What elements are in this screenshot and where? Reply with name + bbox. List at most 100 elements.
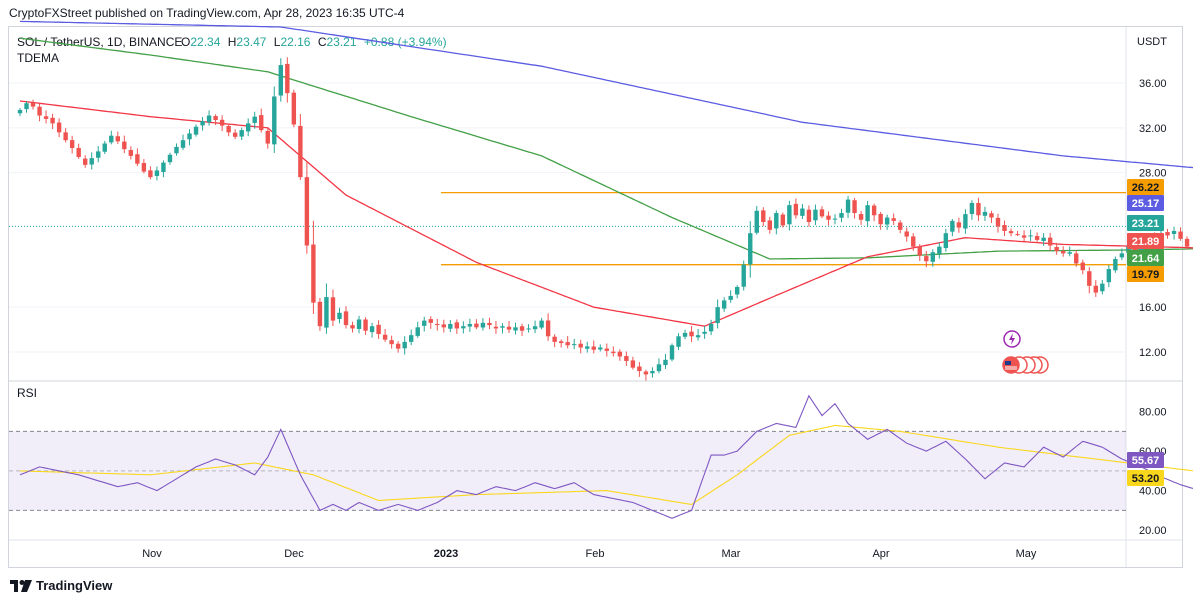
candle-body[interactable]	[1171, 230, 1177, 234]
candle-body[interactable]	[839, 213, 844, 218]
candle-body[interactable]	[787, 205, 792, 225]
candle-body[interactable]	[1113, 258, 1118, 271]
candle-body[interactable]	[330, 297, 336, 321]
candle-body[interactable]	[800, 208, 805, 216]
candle-body[interactable]	[278, 65, 283, 96]
tradingview-footer[interactable]: TradingView	[10, 578, 112, 593]
candle-body[interactable]	[578, 343, 583, 348]
candle-body[interactable]	[806, 209, 812, 222]
candle-body[interactable]	[167, 154, 173, 163]
candle-body[interactable]	[102, 143, 107, 152]
candle-body[interactable]	[304, 177, 310, 246]
candle-body[interactable]	[878, 213, 883, 225]
candle-body[interactable]	[995, 217, 1001, 227]
candle-body[interactable]	[1126, 246, 1131, 253]
ema-50-line[interactable]	[19, 100, 1193, 327]
candle-body[interactable]	[689, 331, 694, 337]
candle-body[interactable]	[832, 218, 838, 220]
candle-body[interactable]	[30, 102, 36, 107]
candle-body[interactable]	[1106, 269, 1112, 283]
candle-body[interactable]	[350, 325, 355, 329]
rsi-ma-line[interactable]	[19, 424, 1193, 505]
candle-body[interactable]	[500, 326, 505, 328]
candle-body[interactable]	[382, 334, 388, 340]
candle-body[interactable]	[409, 335, 414, 342]
candle-body[interactable]	[884, 217, 890, 225]
candle-body[interactable]	[487, 322, 492, 326]
candle-body[interactable]	[291, 92, 297, 125]
candle-body[interactable]	[128, 150, 134, 156]
ema-200-line[interactable]	[19, 20, 1193, 204]
candle-body[interactable]	[506, 326, 512, 330]
candle-body[interactable]	[148, 170, 153, 178]
candle-body[interactable]	[539, 320, 544, 328]
candle-body[interactable]	[1047, 237, 1053, 246]
candle-body[interactable]	[917, 246, 922, 256]
candle-body[interactable]	[1093, 285, 1098, 293]
candle-body[interactable]	[1041, 237, 1046, 241]
indicator-label[interactable]: TDEMA	[17, 51, 59, 65]
candle-body[interactable]	[1184, 238, 1190, 247]
candle-body[interactable]	[819, 209, 825, 217]
candle-body[interactable]	[950, 220, 955, 232]
candle-body[interactable]	[285, 63, 290, 94]
candle-body[interactable]	[461, 326, 466, 329]
candle-body[interactable]	[1015, 234, 1020, 236]
candle-body[interactable]	[56, 122, 62, 133]
candle-body[interactable]	[1191, 247, 1193, 249]
candle-body[interactable]	[395, 343, 401, 349]
candle-body[interactable]	[702, 331, 707, 334]
ema-100-line[interactable]	[19, 37, 1193, 260]
candle-body[interactable]	[669, 345, 675, 360]
candle-body[interactable]	[663, 359, 668, 366]
candle-body[interactable]	[532, 326, 538, 330]
candle-body[interactable]	[630, 360, 636, 368]
candle-body[interactable]	[637, 366, 642, 372]
candle-body[interactable]	[526, 328, 531, 330]
candle-body[interactable]	[1021, 235, 1027, 238]
candle-body[interactable]	[1002, 225, 1007, 231]
candle-body[interactable]	[356, 319, 362, 329]
candle-body[interactable]	[598, 347, 603, 350]
candle-body[interactable]	[930, 252, 935, 262]
candle-body[interactable]	[852, 200, 857, 214]
candle-body[interactable]	[943, 233, 949, 249]
candle-body[interactable]	[1034, 235, 1040, 240]
candle-body[interactable]	[1165, 232, 1170, 236]
candle-body[interactable]	[591, 346, 596, 350]
candle-body[interactable]	[206, 115, 212, 123]
candle-body[interactable]	[122, 141, 127, 150]
candle-body[interactable]	[226, 126, 231, 133]
candle-body[interactable]	[1178, 231, 1183, 239]
candle-body[interactable]	[572, 344, 577, 346]
candle-body[interactable]	[83, 158, 88, 165]
candle-body[interactable]	[735, 286, 740, 295]
candle-body[interactable]	[676, 336, 681, 347]
us-flag-event-icon[interactable]	[1002, 356, 1049, 374]
candle-body[interactable]	[552, 336, 557, 342]
candle-body[interactable]	[115, 136, 120, 142]
candle-body[interactable]	[558, 341, 564, 344]
candle-body[interactable]	[252, 116, 257, 123]
candle-body[interactable]	[624, 356, 629, 361]
candle-body[interactable]	[982, 211, 988, 216]
candle-body[interactable]	[865, 205, 870, 222]
candle-body[interactable]	[272, 96, 277, 145]
candle-body[interactable]	[741, 264, 746, 287]
candle-body[interactable]	[441, 324, 446, 328]
candle-body[interactable]	[904, 231, 909, 237]
candle-body[interactable]	[715, 307, 720, 324]
candle-body[interactable]	[656, 364, 662, 372]
candle-body[interactable]	[989, 213, 994, 218]
candle-body[interactable]	[748, 233, 753, 265]
candle-body[interactable]	[708, 323, 714, 332]
candle-body[interactable]	[650, 371, 655, 374]
rsi-title[interactable]: RSI	[17, 386, 37, 400]
candle-body[interactable]	[474, 323, 479, 328]
candle-body[interactable]	[911, 236, 916, 247]
candle-body[interactable]	[761, 210, 766, 222]
candle-body[interactable]	[193, 126, 199, 135]
candle-body[interactable]	[898, 222, 903, 230]
candle-body[interactable]	[213, 116, 218, 121]
